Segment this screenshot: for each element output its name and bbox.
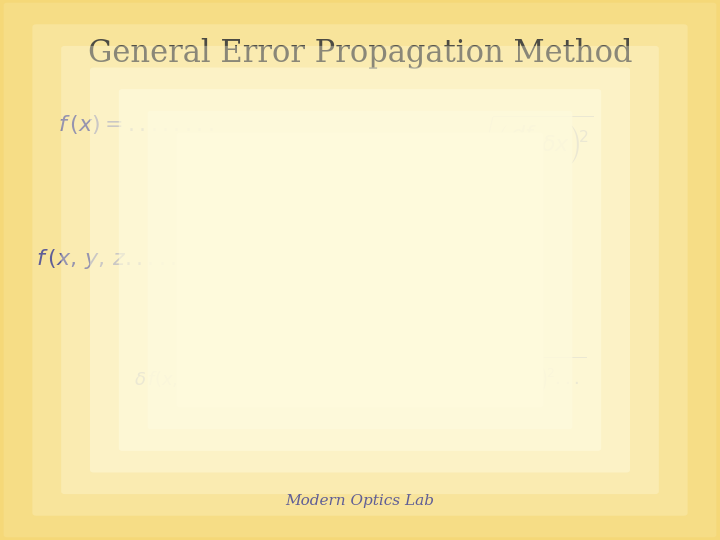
Text: General Error Propagation Method: General Error Propagation Method [88, 38, 632, 69]
Text: $\delta\, f(x) = \sqrt{\left(\dfrac{df}{dx}\,\delta x\right)^{\!2}}$: $\delta\, f(x) = \sqrt{\left(\dfrac{df}{… [389, 114, 593, 167]
Text: $\delta\, f(x,y,z...) = \sqrt{\left(\dfrac{\partial f}{\partial x}\,\delta x\rig: $\delta\, f(x,y,z...) = \sqrt{\left(\dfr… [133, 355, 587, 401]
Text: $f\,(x)=........$: $f\,(x)=........$ [58, 113, 213, 136]
Text: $f\,(x,\,y,\,z......)=........$: $f\,(x,\,y,\,z......)=........$ [36, 247, 315, 271]
Text: Modern Optics Lab: Modern Optics Lab [286, 494, 434, 508]
